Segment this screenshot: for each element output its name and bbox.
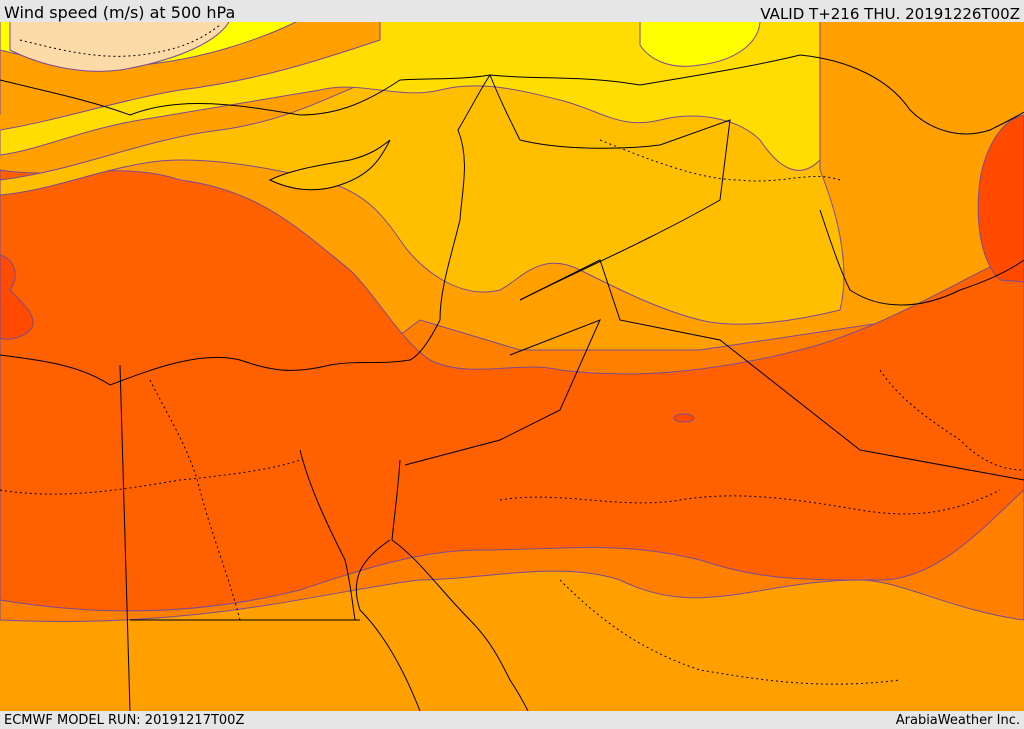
model-run-label: ECMWF MODEL RUN: 20191217T00Z <box>4 713 245 728</box>
map-header: Wind speed (m/s) at 500 hPa VALID T+216 … <box>0 0 1024 23</box>
border-iraq-saudi <box>519 259 1024 481</box>
map-title: Wind speed (m/s) at 500 hPa <box>4 3 236 22</box>
coastline-levant <box>439 74 491 321</box>
coastline-arabian-red-sea <box>391 539 529 711</box>
coastline-gulf-suez <box>299 449 356 621</box>
boundary-dotted-2 <box>499 489 1001 515</box>
band-red-orange-west <box>0 254 34 340</box>
coastline-anatolia <box>0 54 801 116</box>
boundary-dotted-1 <box>149 379 241 621</box>
island-cyprus <box>268 139 391 191</box>
map-footer: ECMWF MODEL RUN: 20191217T00Z ArabiaWeat… <box>0 711 1024 729</box>
wind-speed-map[interactable] <box>0 20 1024 711</box>
boundary-dotted-7 <box>19 24 221 57</box>
coastline-red-sea <box>355 539 421 711</box>
boundary-dotted-4 <box>879 369 1024 471</box>
boundary-dotted-3 <box>599 139 841 182</box>
border-jordan-saudi <box>404 319 601 466</box>
border-egypt-libya <box>119 364 131 711</box>
band-yellow-2 <box>639 20 761 67</box>
band-gold <box>0 20 821 171</box>
boundary-dotted-6 <box>0 459 301 495</box>
credit-label: ArabiaWeather Inc. <box>895 713 1020 728</box>
coastline-gulf-aqaba <box>391 459 401 541</box>
valid-time: VALID T+216 THU. 20191226T00Z <box>760 5 1020 23</box>
band-very-light <box>9 20 231 72</box>
band-deep-orange <box>0 169 1024 612</box>
band-red-orange-east <box>977 114 1024 283</box>
coastline-north-africa <box>0 319 441 386</box>
coastline-iran <box>799 54 1024 135</box>
band-red-orange-spot <box>673 413 695 423</box>
coastline-persian-gulf <box>819 209 1024 306</box>
